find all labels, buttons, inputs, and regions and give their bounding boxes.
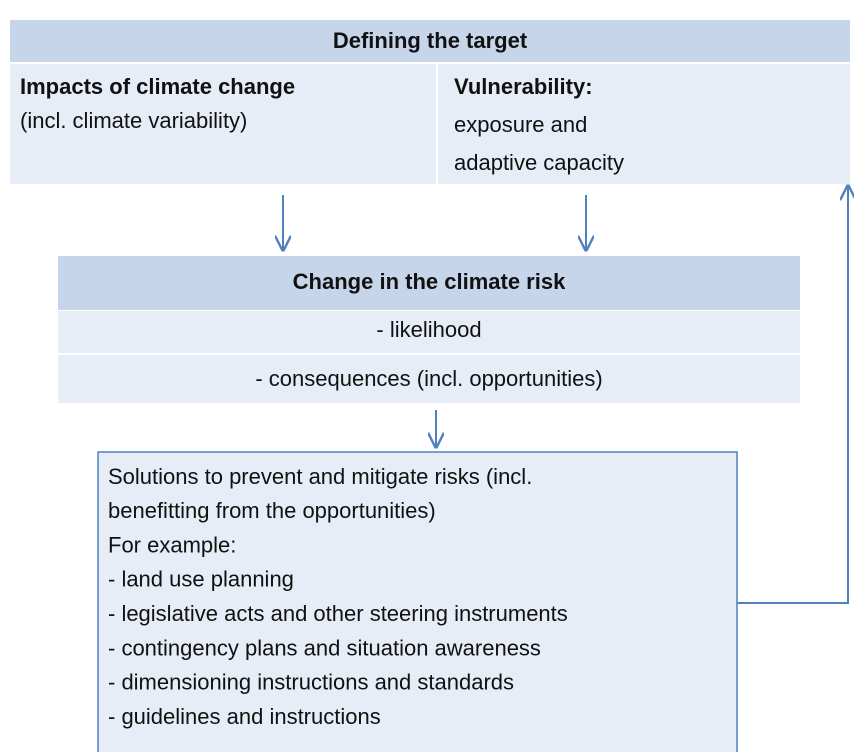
- middle-header: [58, 256, 800, 310]
- top-title: Defining the target: [333, 28, 528, 53]
- bottom-line: - land use planning: [108, 567, 294, 592]
- left-text: (incl. climate variability): [20, 108, 247, 133]
- bottom-line: - legislative acts and other steering in…: [108, 601, 568, 626]
- top-left-cell: [10, 64, 436, 184]
- bottom-line: For example:: [108, 532, 236, 557]
- right-text: exposure and: [454, 112, 587, 137]
- bottom-line: - contingency plans and situation awaren…: [108, 635, 541, 660]
- bottom-text: Solutions to prevent and mitigate risks …: [108, 464, 568, 729]
- top-right-cell: [438, 64, 850, 184]
- feedback-arrow: [737, 186, 848, 604]
- middle-title: Change in the climate risk: [293, 269, 566, 294]
- bottom-line: - guidelines and instructions: [108, 704, 381, 729]
- right-text: adaptive capacity: [454, 150, 624, 175]
- bottom-box: [97, 451, 738, 752]
- left-title: Impacts of climate change: [20, 74, 295, 99]
- middle-row-text: - likelihood: [376, 317, 481, 342]
- top-header: [10, 20, 850, 62]
- bottom-line: - dimensioning instructions and standard…: [108, 670, 514, 695]
- bottom-line: Solutions to prevent and mitigate risks …: [108, 464, 532, 489]
- right-title: Vulnerability:: [454, 74, 593, 99]
- middle-row-text: - consequences (incl. opportunities): [255, 366, 602, 391]
- middle-row: [58, 355, 800, 403]
- bottom-line: benefitting from the opportunities): [108, 498, 436, 523]
- middle-row: [58, 311, 800, 353]
